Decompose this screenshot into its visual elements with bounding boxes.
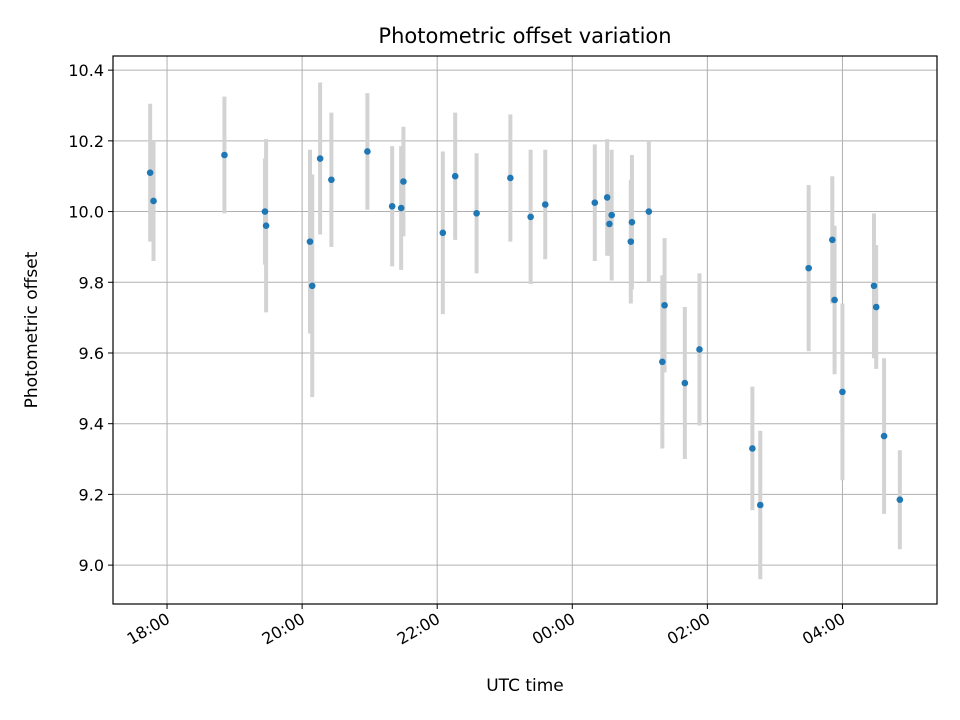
data-point <box>645 208 653 215</box>
data-point <box>527 213 534 221</box>
data-point <box>439 229 447 237</box>
data-points <box>146 148 904 509</box>
data-point <box>839 388 846 396</box>
data-point <box>661 301 668 309</box>
data-point <box>829 236 836 244</box>
data-point <box>870 282 878 290</box>
data-point <box>831 296 838 304</box>
y-tick-label: 9.6 <box>79 344 104 363</box>
data-point <box>473 210 480 217</box>
data-point <box>262 222 270 230</box>
data-point <box>316 155 324 162</box>
data-point <box>150 197 157 205</box>
plot-area-frame <box>112 55 938 605</box>
y-tick-label: 10.4 <box>68 61 104 80</box>
data-point <box>507 174 514 182</box>
data-point <box>146 169 154 176</box>
data-point <box>880 432 888 440</box>
data-point <box>591 199 599 207</box>
chart-title: Photometric offset variation <box>378 24 671 48</box>
data-point <box>541 201 549 208</box>
x-tick-label: 22:00 <box>394 609 443 649</box>
x-tick-label: 04:00 <box>799 609 848 649</box>
data-point <box>608 211 615 219</box>
error-bars <box>148 82 902 580</box>
data-point <box>328 176 335 184</box>
y-tick-label: 9.2 <box>79 485 104 504</box>
y-axis-ticks: 9.0 9.2 9.4 9.6 9.8 10.0 10.2 10.4 <box>68 61 113 575</box>
data-point <box>749 445 756 452</box>
data-point <box>388 202 396 210</box>
data-point <box>400 178 407 185</box>
data-point <box>696 346 703 353</box>
data-point <box>606 220 613 228</box>
data-point <box>896 496 904 504</box>
y-tick-label: 9.0 <box>79 556 104 575</box>
data-point <box>805 264 812 272</box>
data-point <box>221 151 228 159</box>
x-tick-label: 18:00 <box>124 609 173 649</box>
y-tick-label: 9.8 <box>79 273 104 292</box>
data-point <box>659 358 666 366</box>
y-axis-label: Photometric offset <box>22 251 42 408</box>
data-point <box>306 238 314 245</box>
data-point <box>364 148 371 155</box>
x-tick-label: 02:00 <box>664 609 713 649</box>
data-point <box>681 379 689 387</box>
data-point <box>756 501 764 509</box>
y-tick-label: 10.2 <box>68 132 104 151</box>
data-point <box>628 218 636 226</box>
data-point <box>451 172 459 180</box>
x-tick-label: 00:00 <box>529 609 578 649</box>
data-point <box>603 194 611 201</box>
x-axis-ticks: 18:00 20:00 22:00 00:00 02:00 04:00 <box>124 604 848 649</box>
y-tick-label: 10.0 <box>68 203 104 222</box>
data-point <box>261 208 269 215</box>
x-tick-label: 20:00 <box>259 609 308 649</box>
data-point <box>627 238 635 245</box>
y-tick-label: 9.4 <box>79 415 104 434</box>
data-point <box>872 303 880 311</box>
data-point <box>308 282 316 290</box>
grid <box>113 56 937 604</box>
data-point <box>397 204 405 212</box>
x-axis-label: UTC time <box>486 676 564 696</box>
